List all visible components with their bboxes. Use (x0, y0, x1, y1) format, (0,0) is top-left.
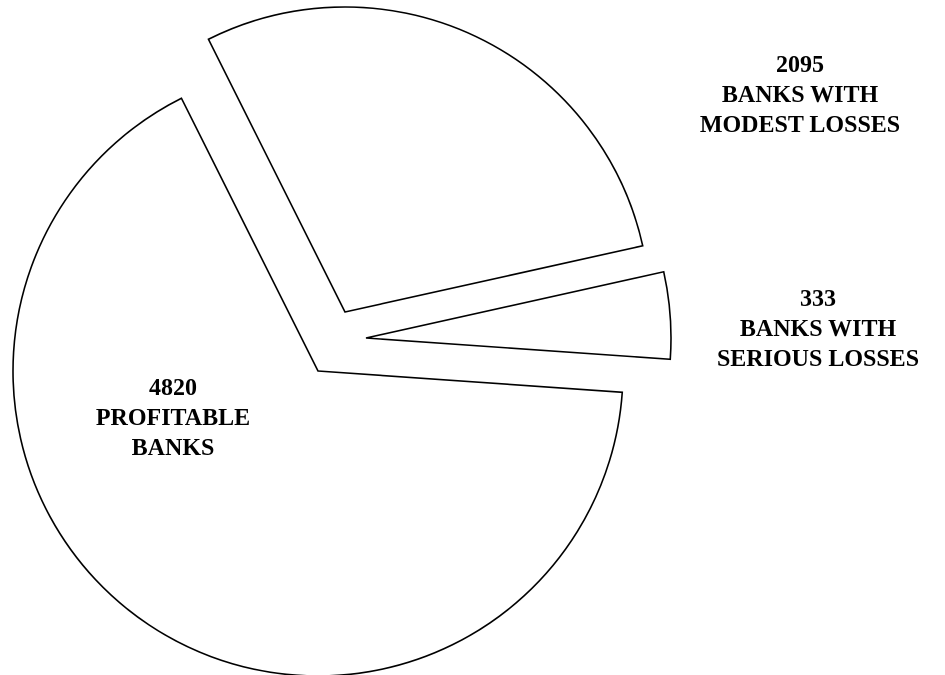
data-label-text: SERIOUS LOSSES (717, 346, 919, 372)
label-modest-losses: 2095 BANKS WITH MODEST LOSSES (700, 52, 900, 138)
data-label-text: BANKS WITH (722, 82, 879, 108)
label-serious-losses: 333 BANKS WITH SERIOUS LOSSES (717, 286, 919, 372)
slice-profitable-banks (12, 97, 624, 675)
slice-serious-losses (365, 270, 672, 361)
data-label-text: BANKS WITH (740, 316, 897, 342)
data-label-value: 333 (800, 286, 836, 312)
data-label-value: 2095 (776, 52, 824, 78)
data-label-text: BANKS (132, 435, 215, 461)
slice-modest-losses (207, 6, 644, 313)
data-label-value: 4820 (149, 375, 197, 401)
data-label-text: PROFITABLE (96, 405, 250, 431)
data-label-text: MODEST LOSSES (700, 112, 900, 138)
label-profitable-banks: 4820 PROFITABLE BANKS (96, 375, 250, 461)
